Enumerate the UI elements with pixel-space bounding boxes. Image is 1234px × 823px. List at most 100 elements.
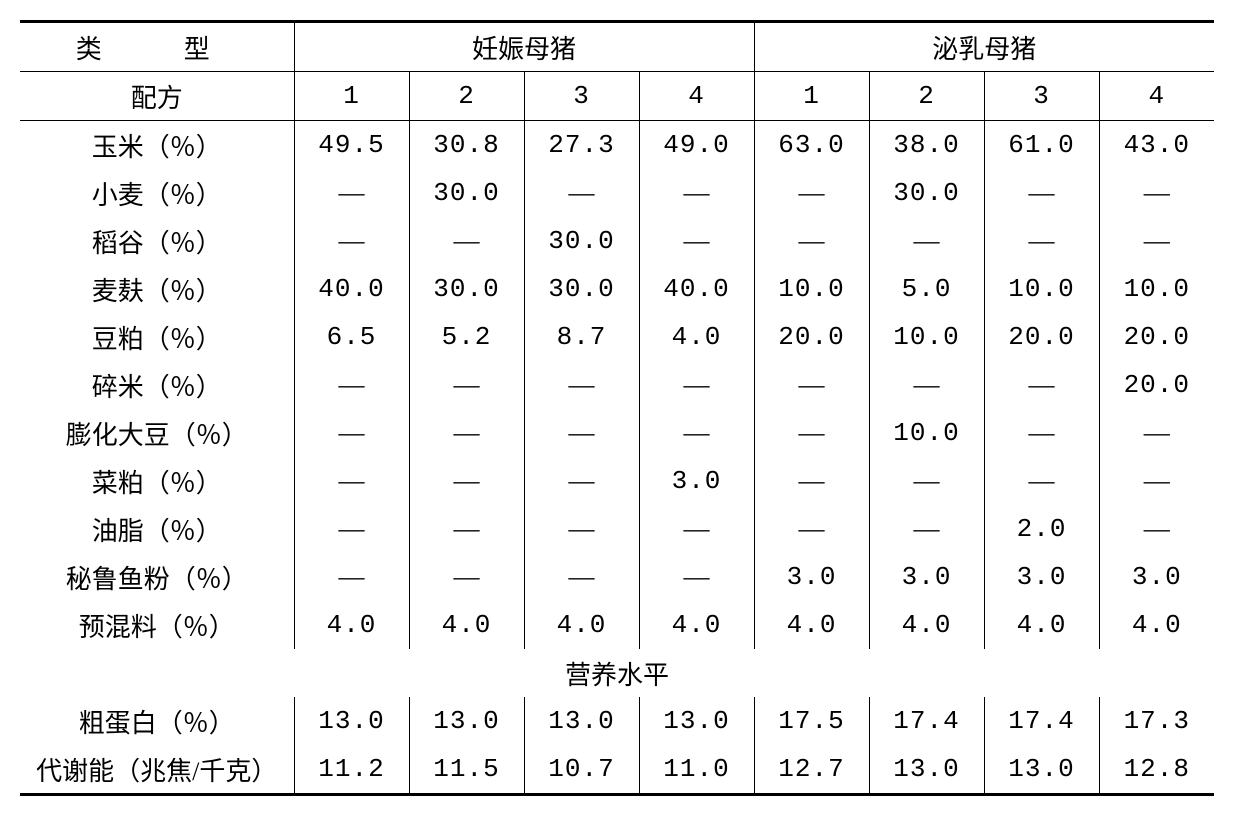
cell-value: —	[984, 409, 1099, 457]
cell-value: —	[984, 169, 1099, 217]
cell-value: —	[294, 169, 409, 217]
cell-value: —	[524, 169, 639, 217]
cell-value: 3.0	[639, 457, 754, 505]
cell-value: 13.0	[984, 745, 1099, 795]
table-row: 麦麸（％）40.030.030.040.010.05.010.010.0	[20, 265, 1214, 313]
cell-value: —	[869, 505, 984, 553]
cell-value: 13.0	[524, 697, 639, 745]
cell-value: —	[294, 457, 409, 505]
cell-value: 49.0	[639, 121, 754, 170]
cell-value: —	[639, 505, 754, 553]
cell-value: 40.0	[294, 265, 409, 313]
row-label: 稻谷（％）	[20, 217, 294, 265]
col-number: 3	[984, 72, 1099, 121]
cell-value: 10.7	[524, 745, 639, 795]
col-number: 4	[1099, 72, 1214, 121]
cell-value: 43.0	[1099, 121, 1214, 170]
cell-value: 3.0	[1099, 553, 1214, 601]
cell-value: —	[639, 361, 754, 409]
cell-value: 30.0	[524, 265, 639, 313]
cell-value: 49.5	[294, 121, 409, 170]
cell-value: —	[524, 457, 639, 505]
cell-value: 30.8	[409, 121, 524, 170]
cell-value: —	[754, 169, 869, 217]
cell-value: —	[754, 361, 869, 409]
section-title-row: 营养水平	[20, 649, 1214, 697]
cell-value: 30.0	[409, 169, 524, 217]
cell-value: 40.0	[639, 265, 754, 313]
table-row: 小麦（％）—30.0———30.0——	[20, 169, 1214, 217]
cell-value: 8.7	[524, 313, 639, 361]
cell-value: 30.0	[524, 217, 639, 265]
cell-value: —	[869, 457, 984, 505]
cell-value: 17.4	[984, 697, 1099, 745]
cell-value: 10.0	[754, 265, 869, 313]
row-label: 秘鲁鱼粉（％）	[20, 553, 294, 601]
section-title: 营养水平	[20, 649, 1214, 697]
table-row: 代谢能（兆焦/千克）11.211.510.711.012.713.013.012…	[20, 745, 1214, 795]
cell-value: 30.0	[409, 265, 524, 313]
table-row: 菜粕（％）———3.0————	[20, 457, 1214, 505]
cell-value: 13.0	[639, 697, 754, 745]
header-formula-label: 配方	[20, 72, 294, 121]
cell-value: —	[294, 217, 409, 265]
row-label: 麦麸（％）	[20, 265, 294, 313]
cell-value: —	[1099, 217, 1214, 265]
cell-value: —	[409, 361, 524, 409]
cell-value: 6.5	[294, 313, 409, 361]
col-number: 1	[754, 72, 869, 121]
cell-value: —	[1099, 457, 1214, 505]
table-row: 预混料（％）4.04.04.04.04.04.04.04.0	[20, 601, 1214, 649]
cell-value: 4.0	[754, 601, 869, 649]
cell-value: —	[1099, 169, 1214, 217]
header-row-type: 类 型 妊娠母猪 泌乳母猪	[20, 22, 1214, 72]
table-row: 碎米（％）———————20.0	[20, 361, 1214, 409]
cell-value: —	[294, 409, 409, 457]
cell-value: 20.0	[984, 313, 1099, 361]
row-label: 玉米（％）	[20, 121, 294, 170]
cell-value: —	[639, 169, 754, 217]
cell-value: 3.0	[869, 553, 984, 601]
cell-value: —	[754, 217, 869, 265]
cell-value: 4.0	[869, 601, 984, 649]
cell-value: 17.4	[869, 697, 984, 745]
row-label: 碎米（％）	[20, 361, 294, 409]
cell-value: 27.3	[524, 121, 639, 170]
cell-value: —	[409, 553, 524, 601]
cell-value: 38.0	[869, 121, 984, 170]
cell-value: 4.0	[409, 601, 524, 649]
cell-value: 12.7	[754, 745, 869, 795]
row-label: 菜粕（％）	[20, 457, 294, 505]
cell-value: —	[639, 217, 754, 265]
header-group-lactating: 泌乳母猪	[754, 22, 1214, 72]
cell-value: 10.0	[869, 409, 984, 457]
table-row: 豆粕（％）6.55.28.74.020.010.020.020.0	[20, 313, 1214, 361]
cell-value: 10.0	[1099, 265, 1214, 313]
row-label: 预混料（％）	[20, 601, 294, 649]
cell-value: 30.0	[869, 169, 984, 217]
header-type-label: 类 型	[20, 22, 294, 72]
cell-value: —	[754, 409, 869, 457]
ingredient-rows: 玉米（％）49.530.827.349.063.038.061.043.0小麦（…	[20, 121, 1214, 650]
header-group-pregnant: 妊娠母猪	[294, 22, 754, 72]
cell-value: 3.0	[754, 553, 869, 601]
cell-value: —	[984, 361, 1099, 409]
cell-value: —	[869, 361, 984, 409]
cell-value: —	[294, 505, 409, 553]
cell-value: —	[294, 553, 409, 601]
cell-value: —	[639, 553, 754, 601]
cell-value: 4.0	[639, 601, 754, 649]
cell-value: 10.0	[984, 265, 1099, 313]
cell-value: —	[409, 457, 524, 505]
cell-value: 17.5	[754, 697, 869, 745]
cell-value: 11.2	[294, 745, 409, 795]
cell-value: 13.0	[409, 697, 524, 745]
cell-value: 13.0	[869, 745, 984, 795]
cell-value: 4.0	[984, 601, 1099, 649]
cell-value: 5.2	[409, 313, 524, 361]
cell-value: —	[639, 409, 754, 457]
cell-value: —	[524, 361, 639, 409]
col-number: 2	[409, 72, 524, 121]
cell-value: 2.0	[984, 505, 1099, 553]
cell-value: —	[524, 505, 639, 553]
